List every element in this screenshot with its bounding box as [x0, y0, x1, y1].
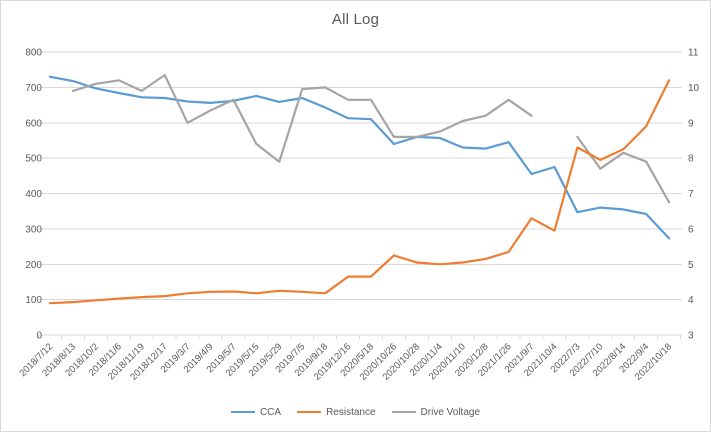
legend-swatch-drive-voltage — [391, 410, 416, 414]
series-line-drive-voltage[interactable] — [71, 73, 671, 204]
legend-swatch-resistance — [297, 410, 322, 414]
y-axis-right: 3 4 5 6 7 8 9 10 11 — [688, 48, 700, 342]
y-axis-right-label: 9 — [688, 118, 694, 129]
gridlines — [38, 51, 682, 336]
x-axis-labels: 2018/7/122018/8/132018/10/22018/11/62018… — [17, 341, 674, 382]
y-axis-right-label: 8 — [688, 154, 694, 165]
x-axis — [38, 334, 682, 339]
y-axis-left-label: 200 — [25, 260, 42, 271]
chart-title: All Log — [331, 11, 380, 28]
y-axis-left-label: 800 — [25, 48, 42, 59]
y-axis-left-label: 400 — [25, 189, 42, 200]
y-axis-right-label: 3 — [688, 331, 694, 342]
legend-item-drive-voltage[interactable]: Drive Voltage — [391, 406, 481, 418]
y-axis-right-label: 7 — [688, 189, 694, 200]
y-axis-right-label: 11 — [688, 48, 699, 59]
series-line-resistance[interactable] — [48, 79, 671, 305]
y-axis-right-label: 10 — [688, 83, 700, 94]
y-axis-right-label: 4 — [688, 295, 694, 306]
series-line-cca[interactable] — [48, 75, 671, 240]
legend-label-resistance: Resistance — [326, 406, 376, 418]
legend-label-drive-voltage: Drive Voltage — [420, 406, 481, 418]
y-axis-left-label: 600 — [25, 118, 42, 129]
legend-label-cca: CCA — [259, 406, 282, 418]
legend-swatch-cca — [230, 410, 255, 414]
y-axis-left-label: 500 — [25, 154, 42, 165]
y-axis-left-label: 0 — [36, 331, 42, 342]
legend-item-resistance[interactable]: Resistance — [297, 406, 376, 418]
y-axis-right-label: 5 — [688, 260, 694, 271]
y-axis-left-label: 100 — [25, 295, 42, 306]
series-lines — [48, 73, 671, 305]
legend-item-cca[interactable]: CCA — [230, 406, 282, 418]
y-axis-left-label: 300 — [25, 224, 42, 235]
y-axis-left: 0 100 200 300 400 500 600 700 800 — [25, 48, 42, 342]
legend: CCA Resistance Drive Voltage — [1, 404, 710, 420]
y-axis-right-label: 6 — [688, 224, 694, 235]
y-axis-left-label: 700 — [25, 83, 42, 94]
